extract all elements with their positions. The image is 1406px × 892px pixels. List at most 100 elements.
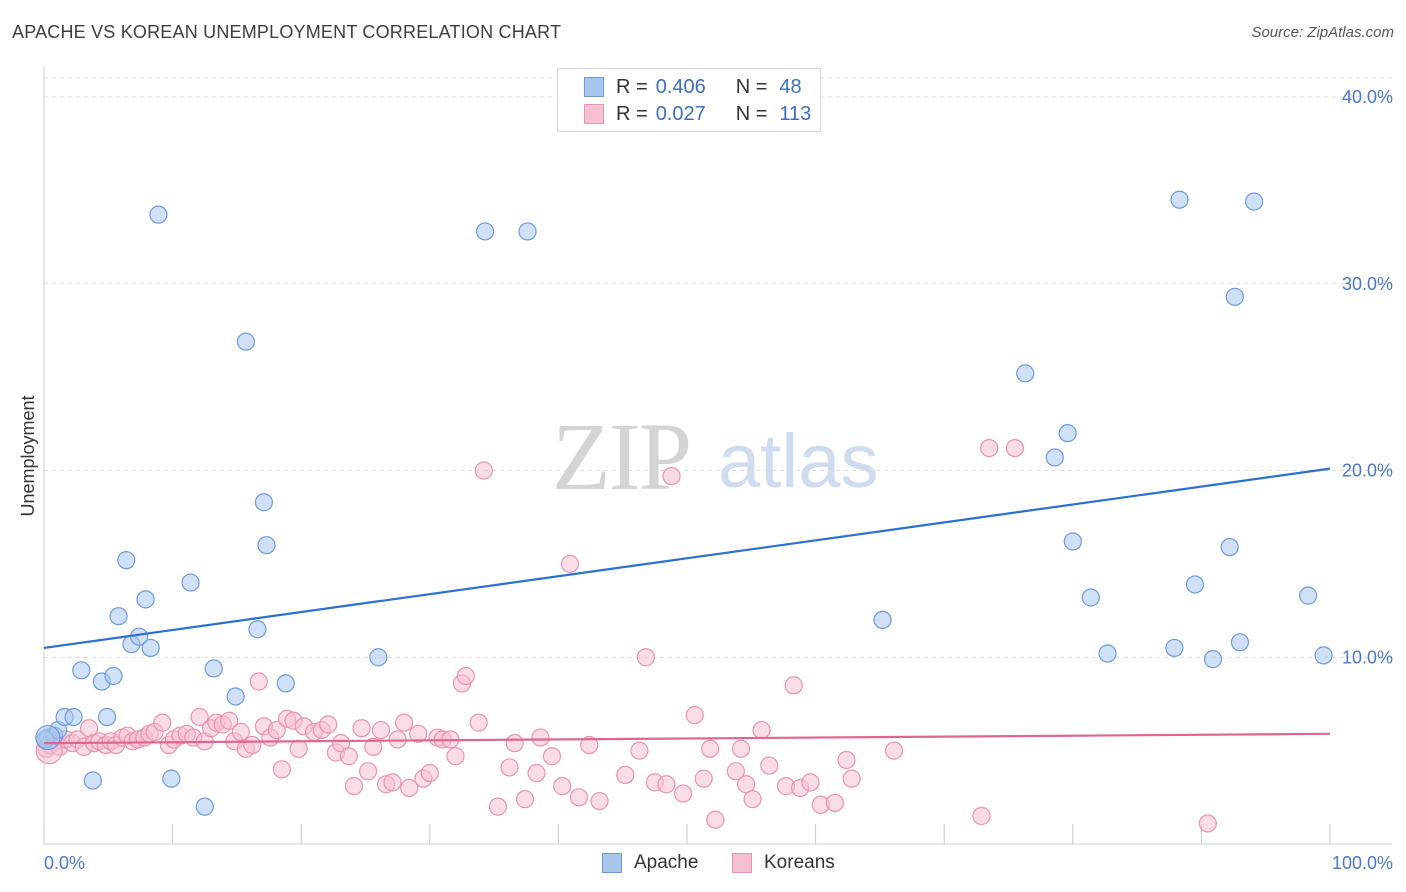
x-tick-labels: 0.0% 100.0% [44, 853, 1393, 873]
data-point [760, 756, 779, 775]
data-point [515, 790, 535, 809]
data-point [527, 763, 546, 783]
bottom-legend-label-koreans: Koreans [764, 852, 835, 873]
data-point [657, 775, 676, 794]
legend-n-label: N = [735, 75, 768, 98]
data-point [580, 735, 599, 755]
data-point [685, 706, 704, 725]
data-point [662, 467, 681, 486]
data-point [1165, 638, 1184, 658]
data-point [701, 739, 720, 758]
data-point [737, 775, 756, 794]
data-point [474, 461, 493, 480]
y-tick-label: 40.0% [1342, 87, 1393, 107]
bottom-legend-swatch-koreans [732, 853, 752, 873]
data-point [400, 778, 419, 798]
data-point [1299, 586, 1318, 605]
data-point [518, 222, 537, 241]
watermark: ZIP atlas [552, 403, 879, 510]
watermark-atlas: atlas [718, 419, 879, 504]
data-point [319, 715, 338, 734]
data-point [195, 797, 214, 816]
koreans-points [35, 438, 1217, 833]
x-tick-label: 0.0% [44, 853, 85, 873]
data-point [1005, 438, 1025, 458]
trend-line-koreans [43, 732, 1331, 745]
data-point [109, 607, 128, 626]
data-point [726, 762, 745, 781]
y-tick-label: 20.0% [1342, 461, 1393, 481]
data-point [980, 438, 999, 458]
data-point [153, 713, 172, 732]
data-point [97, 707, 117, 727]
chart-title: APACHE VS KOREAN UNEMPLOYMENT CORRELATIO… [12, 22, 562, 42]
data-point [630, 741, 649, 760]
data-point [220, 711, 239, 730]
data-point [1045, 448, 1064, 467]
bottom-legend-apache: Apache [602, 852, 698, 874]
data-point [117, 551, 136, 570]
data-point [1225, 287, 1244, 306]
data-point [590, 791, 609, 811]
data-point [542, 747, 562, 766]
data-point [1220, 537, 1239, 557]
data-point [272, 760, 292, 779]
data-point [249, 672, 268, 691]
legend-row-koreans: R = 0.027 N = 113 [616, 102, 811, 126]
data-point [1081, 588, 1100, 607]
watermark-zip: ZIP [552, 403, 690, 510]
data-point [446, 747, 465, 766]
data-point [842, 769, 861, 788]
data-point [83, 771, 102, 790]
legend: R = 0.406 N = 48 R = 0.027 N = 113 [557, 68, 821, 132]
data-point-cluster [35, 724, 61, 751]
data-point [825, 793, 844, 813]
legend-r-label: R = [616, 102, 648, 125]
data-point [752, 720, 771, 740]
data-point [475, 222, 495, 241]
legend-n-value: 113 [779, 102, 812, 125]
legend-r-value: 0.406 [655, 75, 706, 98]
data-point [1170, 190, 1189, 209]
data-point [344, 777, 364, 796]
data-point [352, 719, 371, 738]
data-point [276, 674, 295, 693]
data-point [801, 773, 820, 792]
source-label: Source: ZipAtlas.com [1251, 24, 1394, 41]
legend-row-apache: R = 0.406 N = 48 [616, 75, 802, 99]
data-point [267, 720, 286, 740]
data-point [64, 707, 83, 727]
data-point [873, 610, 892, 630]
data-point [358, 762, 378, 781]
data-point [248, 620, 267, 639]
bottom-legend: Apache Koreans [0, 852, 1406, 878]
legend-r-value: 0.027 [655, 102, 706, 125]
data-point [569, 788, 589, 807]
legend-r-label: R = [616, 75, 648, 98]
data-point [972, 806, 991, 826]
y-axis-title: Unemployment [18, 395, 38, 516]
gridlines [44, 77, 1392, 658]
data-point [181, 573, 200, 592]
legend-n-label: N = [735, 102, 768, 125]
data-point [674, 784, 693, 803]
data-point [1203, 650, 1223, 669]
data-point [254, 493, 274, 512]
data-point [731, 739, 751, 758]
data-point [884, 741, 904, 760]
data-point [371, 720, 391, 740]
apache-points [35, 190, 1333, 816]
data-point [1058, 424, 1077, 443]
data-point [616, 765, 635, 785]
data-point [1098, 644, 1117, 663]
data-point [257, 536, 276, 555]
bottom-legend-swatch-apache [602, 853, 622, 873]
data-point [488, 797, 508, 816]
data-point [141, 638, 160, 658]
data-point [136, 590, 155, 609]
data-point [1198, 814, 1217, 833]
data-point [149, 205, 168, 224]
trend-lines [43, 467, 1331, 745]
data-point [743, 790, 762, 809]
